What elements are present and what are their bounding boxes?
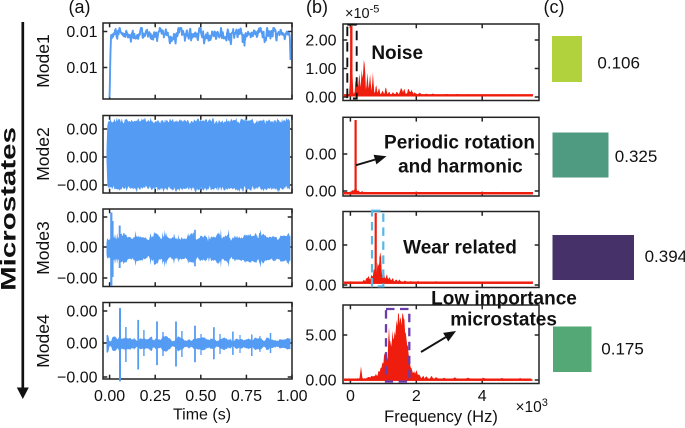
svg-text:(b): (b)	[306, 0, 328, 17]
svg-text:Mode1: Mode1	[33, 34, 53, 88]
svg-text:0.50: 0.50	[185, 388, 216, 405]
svg-text:0: 0	[346, 388, 355, 405]
svg-text:0.00: 0.00	[305, 373, 336, 390]
svg-text:microstates: microstates	[450, 310, 557, 331]
svg-text:0.25: 0.25	[140, 388, 171, 405]
svg-text:Wear related: Wear related	[403, 238, 517, 259]
svg-text:0.00: 0.00	[66, 150, 97, 167]
svg-text:Time (s): Time (s)	[173, 407, 231, 424]
svg-text:0.175: 0.175	[601, 340, 644, 359]
svg-text:1.00: 1.00	[276, 388, 307, 405]
svg-text:0.00: 0.00	[305, 184, 336, 201]
svg-text:2.00: 2.00	[305, 33, 336, 50]
svg-text:0.00: 0.00	[66, 240, 97, 257]
svg-text:−0.00: −0.00	[57, 271, 98, 288]
svg-text:1.00: 1.00	[305, 61, 336, 78]
svg-text:Mode3: Mode3	[33, 221, 53, 275]
svg-text:0.00: 0.00	[66, 336, 97, 353]
svg-text:(a): (a)	[69, 0, 91, 17]
svg-text:Frequency (Hz): Frequency (Hz)	[384, 408, 498, 426]
svg-text:Periodic rotation: Periodic rotation	[384, 133, 535, 154]
svg-text:0.00: 0.00	[305, 278, 336, 295]
svg-text:0.325: 0.325	[615, 147, 658, 166]
svg-text:(c): (c)	[544, 0, 565, 17]
svg-text:0.00: 0.00	[305, 90, 336, 107]
svg-text:−0.00: −0.00	[57, 370, 98, 387]
svg-text:0.00: 0.00	[305, 147, 336, 164]
svg-text:0.01: 0.01	[66, 24, 97, 41]
svg-text:0.106: 0.106	[597, 54, 640, 73]
svg-text:×103: ×103	[516, 397, 548, 416]
svg-text:0.00: 0.00	[66, 304, 97, 321]
svg-text:and harmonic: and harmonic	[398, 157, 523, 178]
svg-text:−0.00: −0.00	[57, 178, 98, 195]
svg-text:0.00: 0.00	[66, 122, 97, 139]
svg-text:0.00: 0.00	[66, 210, 97, 227]
svg-text:Mode4: Mode4	[33, 314, 53, 368]
svg-text:Mode2: Mode2	[33, 127, 53, 181]
svg-text:0.00: 0.00	[305, 238, 336, 255]
svg-text:4: 4	[478, 388, 487, 405]
svg-text:Microstates: Microstates	[0, 127, 20, 291]
svg-text:Low importance: Low importance	[431, 289, 577, 310]
svg-text:0.394: 0.394	[645, 247, 685, 266]
svg-text:5.00: 5.00	[305, 328, 336, 345]
svg-text:0.75: 0.75	[231, 388, 262, 405]
svg-text:2: 2	[412, 388, 421, 405]
svg-text:0.00: 0.00	[94, 388, 125, 405]
svg-text:Noise: Noise	[371, 43, 423, 64]
svg-text:0.01: 0.01	[66, 60, 97, 77]
